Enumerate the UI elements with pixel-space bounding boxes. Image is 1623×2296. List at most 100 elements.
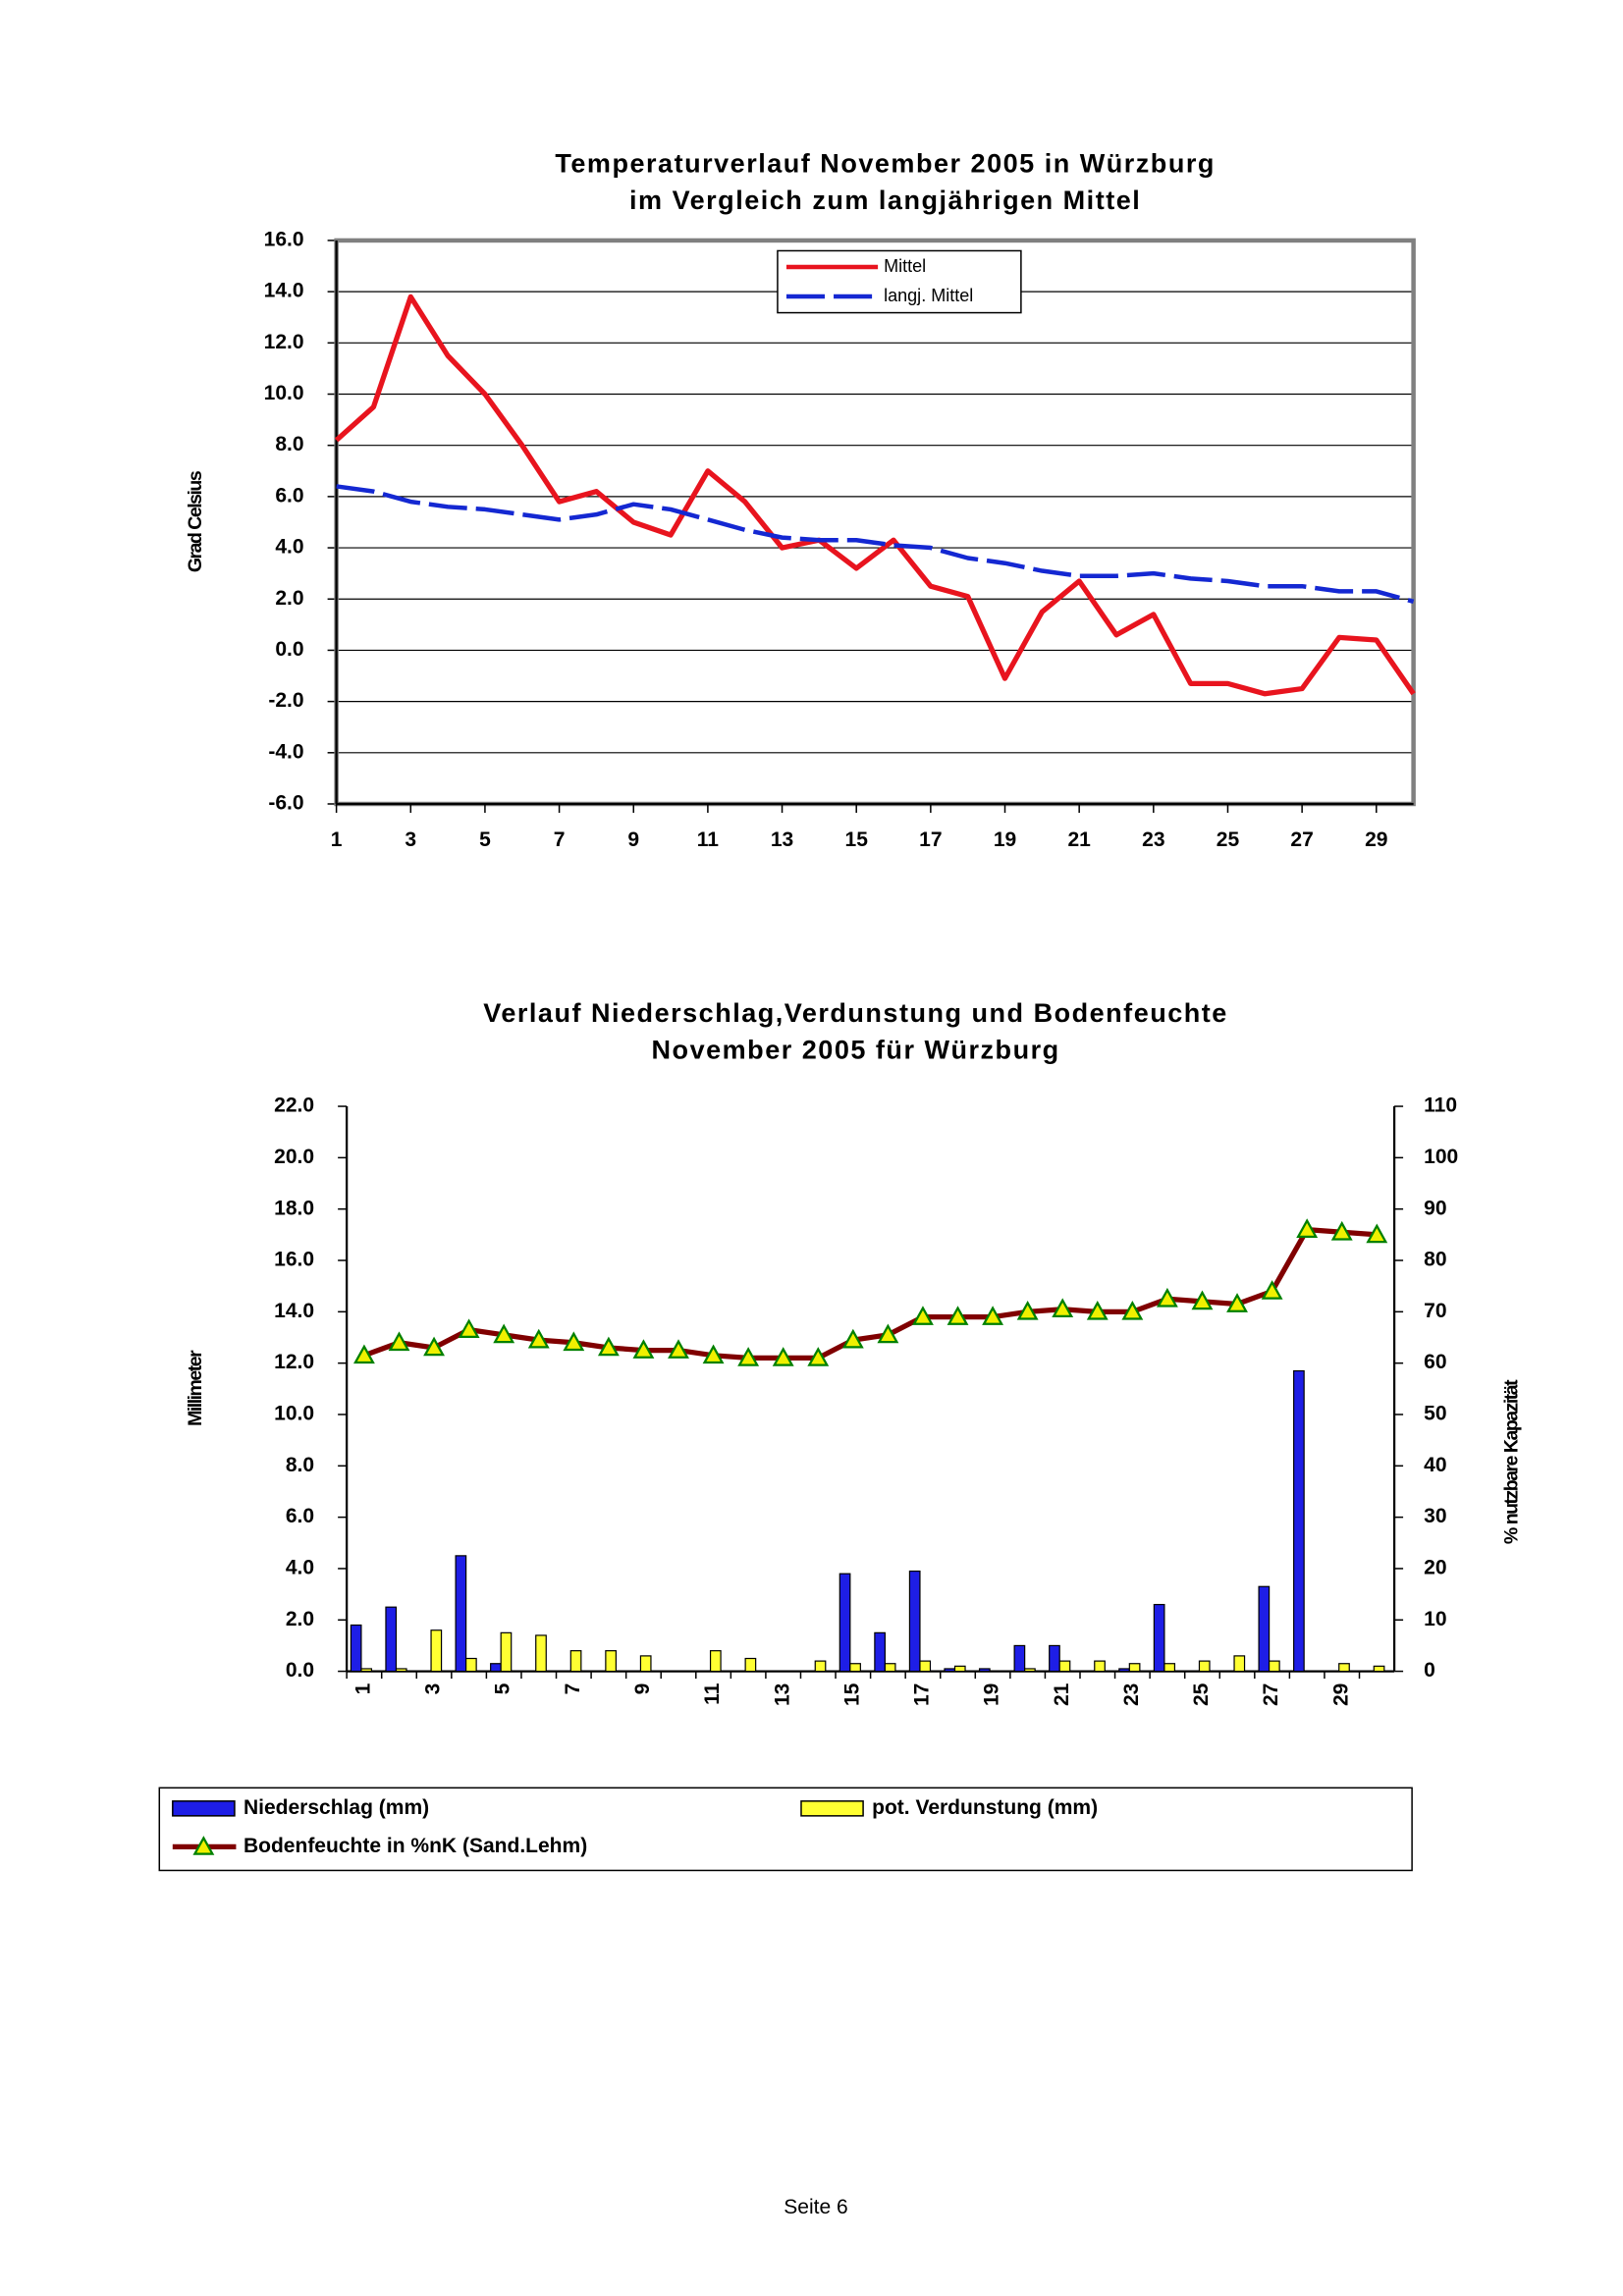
bar xyxy=(1118,1668,1130,1673)
y-tick-label: 12.0 xyxy=(264,331,304,353)
y-tick-label: 22.0 xyxy=(274,1095,314,1117)
line-marker xyxy=(527,1328,550,1349)
y-tick-label: 14.0 xyxy=(264,280,304,302)
bar xyxy=(500,1631,513,1673)
line-marker xyxy=(597,1336,620,1357)
x-tick-label: 3 xyxy=(405,828,416,851)
bar xyxy=(1163,1663,1176,1673)
bar xyxy=(490,1663,502,1673)
line-marker xyxy=(807,1347,830,1366)
line-marker xyxy=(423,1336,445,1357)
y-tick-label: 14.0 xyxy=(274,1300,314,1322)
line-marker xyxy=(1226,1293,1248,1312)
bar xyxy=(814,1660,827,1673)
line-marker xyxy=(1366,1223,1388,1244)
y2-tick-label: 0 xyxy=(1424,1659,1435,1682)
bar xyxy=(1024,1668,1036,1673)
bar xyxy=(350,1624,362,1673)
x-tick-label: 5 xyxy=(479,828,491,851)
y-tick-label: 10.0 xyxy=(274,1403,314,1425)
x-tick-label: 19 xyxy=(994,828,1016,851)
bar xyxy=(465,1657,477,1673)
line-marker xyxy=(668,1339,689,1359)
y2-tick-label: 20 xyxy=(1424,1557,1446,1579)
y-axis-label: Millimeter xyxy=(185,1350,206,1426)
line-marker xyxy=(1156,1287,1178,1308)
legend-label: Niederschlag (mm) xyxy=(243,1796,429,1819)
line-series xyxy=(334,294,1416,697)
line-marker xyxy=(1086,1300,1109,1320)
line-marker xyxy=(982,1306,1004,1325)
y-tick-label: 0.0 xyxy=(275,638,303,661)
y-axis-label: Grad Celsius xyxy=(185,470,206,572)
bar xyxy=(744,1657,757,1673)
line-series xyxy=(336,484,1415,605)
bar xyxy=(944,1668,956,1673)
x-tick-label: 11 xyxy=(701,1682,724,1705)
x-tick-label: 19 xyxy=(981,1683,1003,1706)
line-marker xyxy=(1052,1298,1074,1318)
bar xyxy=(1094,1660,1106,1673)
bar xyxy=(849,1663,861,1673)
line-marker xyxy=(912,1306,934,1325)
y-tick-label: 0.0 xyxy=(286,1659,314,1682)
line-marker xyxy=(772,1347,794,1366)
chart-title: Verlauf Niederschlag,Verdunstung und Bod… xyxy=(483,998,1228,1028)
x-tick-label: 27 xyxy=(1260,1683,1282,1706)
y-tick-label: 18.0 xyxy=(274,1197,314,1219)
line-marker xyxy=(352,1344,375,1364)
x-tick-label: 9 xyxy=(631,1683,654,1695)
line-marker xyxy=(563,1331,585,1352)
y2-tick-label: 110 xyxy=(1424,1095,1457,1117)
bar xyxy=(978,1668,991,1673)
line-marker xyxy=(1121,1300,1144,1320)
bar xyxy=(1049,1644,1060,1673)
x-tick-label: 25 xyxy=(1217,828,1240,851)
legend-swatch xyxy=(172,1800,236,1817)
line-marker xyxy=(702,1344,725,1364)
x-tick-label: 7 xyxy=(562,1683,584,1695)
bar xyxy=(385,1606,398,1673)
legend-label: Bodenfeuchte in %nK (Sand.Lehm) xyxy=(243,1835,587,1857)
x-tick-label: 17 xyxy=(919,828,942,851)
legend-label: langj. Mittel xyxy=(884,286,973,305)
y2-tick-label: 90 xyxy=(1424,1197,1446,1219)
x-tick-label: 7 xyxy=(554,828,566,851)
bar xyxy=(908,1570,921,1673)
line-marker xyxy=(1261,1280,1283,1300)
bar xyxy=(1013,1644,1026,1673)
x-tick-label: 5 xyxy=(492,1682,514,1694)
line-marker xyxy=(388,1331,410,1352)
line-marker xyxy=(1330,1220,1353,1241)
chart-subtitle: November 2005 für Würzburg xyxy=(652,1036,1060,1065)
x-tick-label: 29 xyxy=(1329,1683,1352,1706)
line-marker xyxy=(1191,1290,1214,1310)
bar xyxy=(395,1668,407,1673)
bar xyxy=(839,1573,851,1673)
legend-label: Mittel xyxy=(884,256,926,276)
bar xyxy=(884,1663,896,1673)
x-tick-label: 29 xyxy=(1365,828,1387,851)
x-tick-label: 3 xyxy=(422,1683,445,1695)
legend-box xyxy=(777,249,1022,314)
x-tick-label: 15 xyxy=(840,1682,863,1706)
y2-tick-label: 60 xyxy=(1424,1351,1446,1373)
bar xyxy=(430,1629,443,1673)
legend-swatch xyxy=(800,1800,864,1817)
legend-box xyxy=(158,1787,1413,1872)
bar xyxy=(360,1668,373,1673)
bar xyxy=(1258,1585,1271,1673)
bar xyxy=(535,1634,547,1673)
x-tick-label: 13 xyxy=(771,828,793,851)
bar xyxy=(1198,1660,1211,1673)
bar xyxy=(639,1655,652,1673)
y-tick-label: -4.0 xyxy=(268,740,303,763)
y-tick-label: -6.0 xyxy=(268,792,303,815)
bar xyxy=(1268,1660,1280,1673)
y-tick-label: 20.0 xyxy=(274,1146,314,1168)
bar xyxy=(709,1650,722,1673)
bar xyxy=(953,1665,966,1673)
y-tick-label: 10.0 xyxy=(264,382,304,404)
